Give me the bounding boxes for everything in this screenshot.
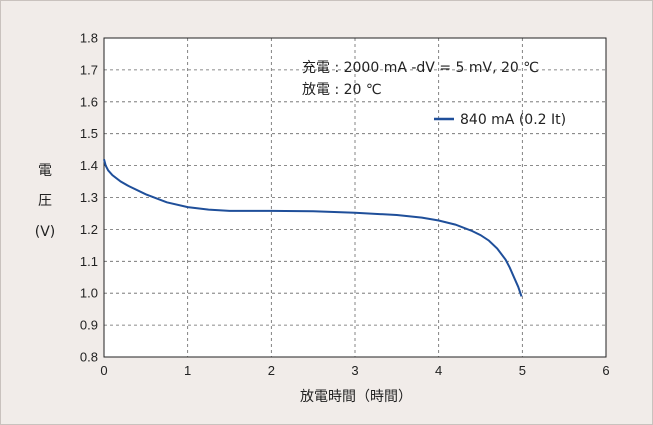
y-tick-label: 0.9 (80, 318, 98, 333)
legend-label: 840 mA (0.2 It) (460, 112, 566, 128)
x-tick-label: 6 (602, 363, 609, 378)
y-tick-label: 1.5 (80, 126, 98, 141)
y-tick-label: 1.8 (80, 31, 98, 46)
y-tick-label: 1.1 (80, 254, 98, 269)
y-tick-label: 0.8 (80, 350, 98, 365)
y-tick-label: 1.4 (80, 158, 98, 173)
series-line-840ma (103, 158, 523, 297)
plot-area (103, 37, 607, 358)
x-axis-label: 放電時間（時間） (300, 389, 412, 405)
legend: 840 mA (0.2 It) (434, 112, 566, 128)
y-tick-label: 1.7 (80, 62, 98, 77)
x-tick-label: 5 (519, 363, 526, 378)
gridlines (104, 38, 606, 357)
y-axis-label-2: 圧 (38, 193, 52, 209)
y-tick-label: 1.0 (80, 286, 98, 301)
y-tick-label: 1.2 (80, 222, 98, 237)
y-tick-label: 1.6 (80, 94, 98, 109)
annotation-charge: 充電 : 2000 mA -dV = 5 mV, 20 ℃ (302, 60, 539, 76)
x-tick-labels: 0 1 2 3 4 5 6 (100, 363, 609, 378)
x-tick-label: 4 (435, 363, 442, 378)
y-tick-label: 1.3 (80, 190, 98, 205)
y-axis-label-3: (V) (35, 224, 56, 240)
annotation-discharge: 放電 : 20 ℃ (302, 82, 382, 98)
x-tick-label: 0 (100, 363, 107, 378)
x-tick-label: 1 (184, 363, 191, 378)
y-tick-labels: 0.8 0.9 1.0 1.1 1.2 1.3 1.4 1.5 1.6 1.7 1.8 (80, 31, 98, 365)
x-tick-label: 3 (351, 363, 358, 378)
y-axis-label-1: 電 (38, 163, 52, 179)
x-tick-label: 2 (268, 363, 275, 378)
